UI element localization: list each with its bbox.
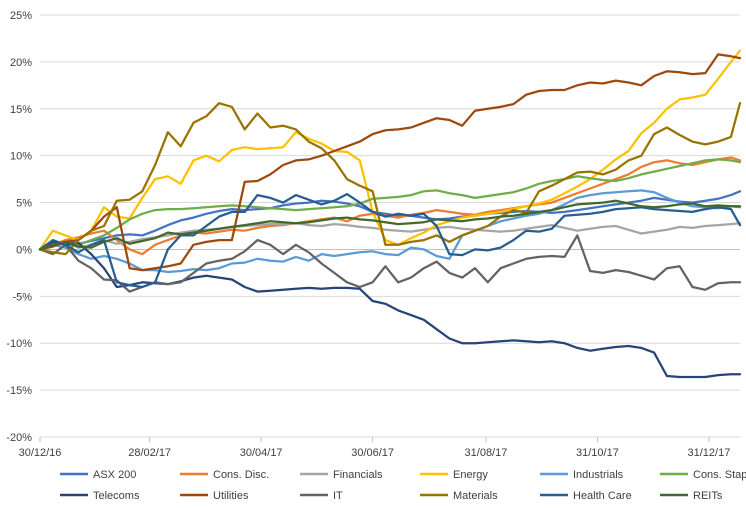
series-line-industrials bbox=[38, 189, 742, 274]
y-tick-label: -10% bbox=[6, 338, 32, 350]
y-tick-label: -15% bbox=[6, 385, 32, 397]
legend-label: Industrials bbox=[573, 469, 624, 481]
legend-item: Financials bbox=[300, 469, 383, 481]
legend-item: Energy bbox=[420, 469, 488, 481]
legend: ASX 200 Cons. Disc. Financials Energy Indust… bbox=[60, 469, 746, 502]
y-tick-label: 0% bbox=[16, 244, 32, 256]
gridlines bbox=[40, 14, 740, 438]
y-tick-label: 20% bbox=[10, 57, 32, 69]
legend-item: Cons. Staples bbox=[660, 469, 746, 481]
legend-label: Financials bbox=[333, 469, 383, 481]
y-tick-label: 5% bbox=[16, 198, 32, 210]
axes: -20% -15% -10% -5% 0% 5% 10% 15% 20% 25% 30/12/16 2… bbox=[6, 10, 740, 459]
series-lines bbox=[38, 49, 742, 379]
legend-label: Cons. Staples bbox=[693, 469, 746, 481]
legend-label: Telecoms bbox=[93, 490, 140, 502]
legend-item: Materials bbox=[420, 490, 498, 502]
legend-label: Cons. Disc. bbox=[213, 469, 269, 481]
legend-item: IT bbox=[300, 490, 343, 502]
legend-item: Telecoms bbox=[60, 490, 140, 502]
x-tick-label: 30/12/16 bbox=[19, 447, 62, 459]
legend-label: Energy bbox=[453, 469, 488, 481]
series-line-it bbox=[38, 234, 742, 293]
legend-item: Health Care bbox=[540, 490, 632, 502]
x-tick-label: 30/06/17 bbox=[351, 447, 394, 459]
legend-item: Cons. Disc. bbox=[180, 469, 269, 481]
legend-label: ASX 200 bbox=[93, 469, 136, 481]
legend-label: REITs bbox=[693, 490, 723, 502]
y-tick-label: -5% bbox=[12, 291, 32, 303]
y-tick-label: -20% bbox=[6, 432, 32, 444]
series-line-health-care bbox=[38, 192, 742, 289]
x-tick-label: 31/12/17 bbox=[688, 447, 731, 459]
series-line-cons-disc bbox=[38, 156, 742, 256]
x-tick-label: 28/02/17 bbox=[128, 447, 171, 459]
series-line-telecoms bbox=[38, 240, 742, 379]
series-line-reits bbox=[38, 199, 742, 251]
legend-item: Utilities bbox=[180, 490, 249, 502]
legend-item: REITs bbox=[660, 490, 723, 502]
legend-item: Industrials bbox=[540, 469, 624, 481]
legend-label: Health Care bbox=[573, 490, 632, 502]
y-tick-label: 10% bbox=[10, 151, 32, 163]
y-tick-label: 25% bbox=[10, 10, 32, 22]
series-line-cons-staples bbox=[38, 158, 742, 251]
x-tick-label: 30/04/17 bbox=[240, 447, 283, 459]
legend-label: IT bbox=[333, 490, 343, 502]
series-line-utilities bbox=[38, 53, 742, 272]
x-tick-label: 31/08/17 bbox=[465, 447, 508, 459]
legend-label: Utilities bbox=[213, 490, 249, 502]
series-line-energy bbox=[38, 49, 742, 251]
x-tick-label: 31/10/17 bbox=[576, 447, 619, 459]
legend-label: Materials bbox=[453, 490, 498, 502]
y-tick-label: 15% bbox=[10, 104, 32, 116]
legend-item: ASX 200 bbox=[60, 469, 136, 481]
series-line-materials bbox=[38, 102, 742, 256]
